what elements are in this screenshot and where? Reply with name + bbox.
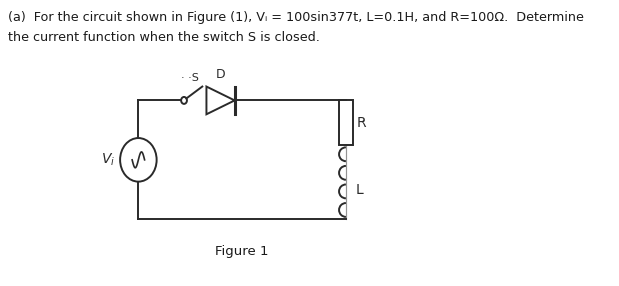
Text: L: L bbox=[356, 183, 363, 197]
Text: (a)  For the circuit shown in Figure (1), Vᵢ = 100sin377t, L=0.1H, and R=100Ω.  : (a) For the circuit shown in Figure (1),… bbox=[8, 11, 584, 24]
Text: · ·S: · ·S bbox=[181, 73, 199, 83]
Text: R: R bbox=[357, 116, 366, 130]
Text: the current function when the switch S is closed.: the current function when the switch S i… bbox=[8, 31, 320, 44]
Bar bbox=[339, 100, 353, 145]
Text: $V_i$: $V_i$ bbox=[101, 152, 115, 168]
Text: Figure 1: Figure 1 bbox=[215, 245, 269, 258]
Text: D: D bbox=[216, 67, 225, 81]
